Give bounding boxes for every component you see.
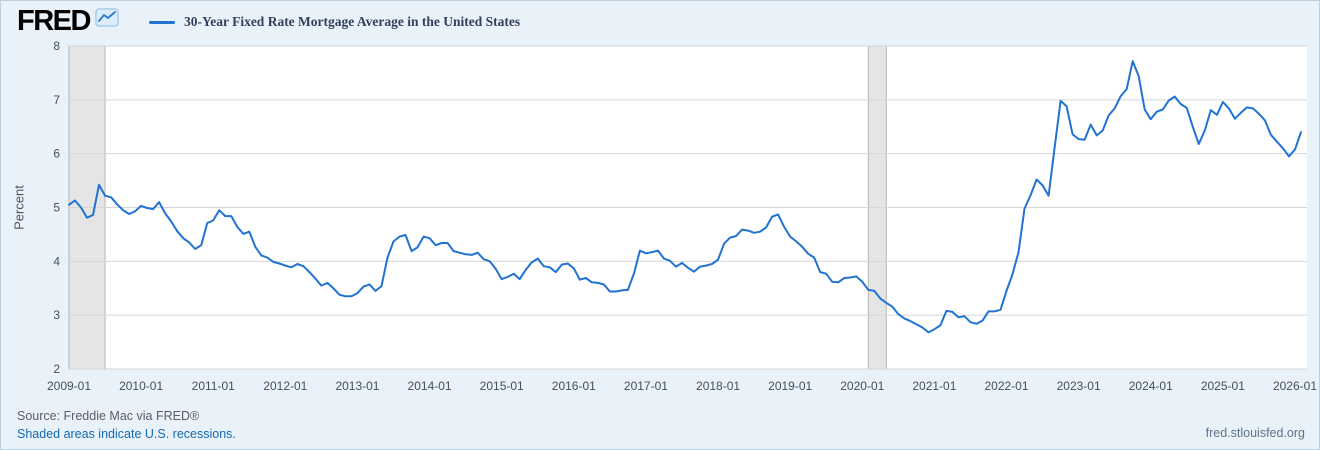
y-axis-title: Percent <box>11 185 27 230</box>
fred-logo[interactable]: FRED <box>17 5 91 37</box>
recession-note-link[interactable]: Shaded areas indicate U.S. recessions. <box>17 427 236 441</box>
svg-text:2015-01: 2015-01 <box>480 379 524 393</box>
series-title: 30-Year Fixed Rate Mortgage Average in t… <box>183 14 521 29</box>
svg-text:2021-01: 2021-01 <box>912 379 956 393</box>
svg-text:2010-01: 2010-01 <box>119 379 163 393</box>
fred-url-link[interactable]: fred.stlouisfed.org <box>1205 426 1305 440</box>
series-legend: 30-Year Fixed Rate Mortgage Average in t… <box>148 14 521 30</box>
svg-text:3: 3 <box>53 308 60 322</box>
svg-text:2012-01: 2012-01 <box>263 379 307 393</box>
fred-logo-chart-icon <box>95 7 119 27</box>
chart-header: FRED 30-Year Fixed Rate Mortgage Average… <box>17 6 520 36</box>
svg-text:2019-01: 2019-01 <box>768 379 812 393</box>
svg-text:2013-01: 2013-01 <box>335 379 379 393</box>
svg-text:8: 8 <box>53 39 60 53</box>
svg-text:2018-01: 2018-01 <box>696 379 740 393</box>
svg-text:2026-01: 2026-01 <box>1273 379 1317 393</box>
svg-text:2025-01: 2025-01 <box>1201 379 1245 393</box>
svg-text:2009-01: 2009-01 <box>47 379 91 393</box>
svg-text:2020-01: 2020-01 <box>840 379 884 393</box>
svg-text:2016-01: 2016-01 <box>552 379 596 393</box>
svg-text:7: 7 <box>53 93 60 107</box>
svg-text:2023-01: 2023-01 <box>1057 379 1101 393</box>
svg-text:2022-01: 2022-01 <box>984 379 1028 393</box>
svg-text:2024-01: 2024-01 <box>1129 379 1173 393</box>
svg-text:5: 5 <box>53 201 60 215</box>
chart-footer: Source: Freddie Mac via FRED® Shaded are… <box>17 407 236 443</box>
svg-text:2017-01: 2017-01 <box>624 379 668 393</box>
source-text: Source: Freddie Mac via FRED® <box>17 409 200 423</box>
svg-text:2011-01: 2011-01 <box>192 379 235 393</box>
svg-text:2014-01: 2014-01 <box>408 379 452 393</box>
svg-text:4: 4 <box>53 254 60 268</box>
svg-text:6: 6 <box>53 147 60 161</box>
series-legend-line-swatch <box>148 20 175 24</box>
svg-text:2: 2 <box>53 362 60 376</box>
